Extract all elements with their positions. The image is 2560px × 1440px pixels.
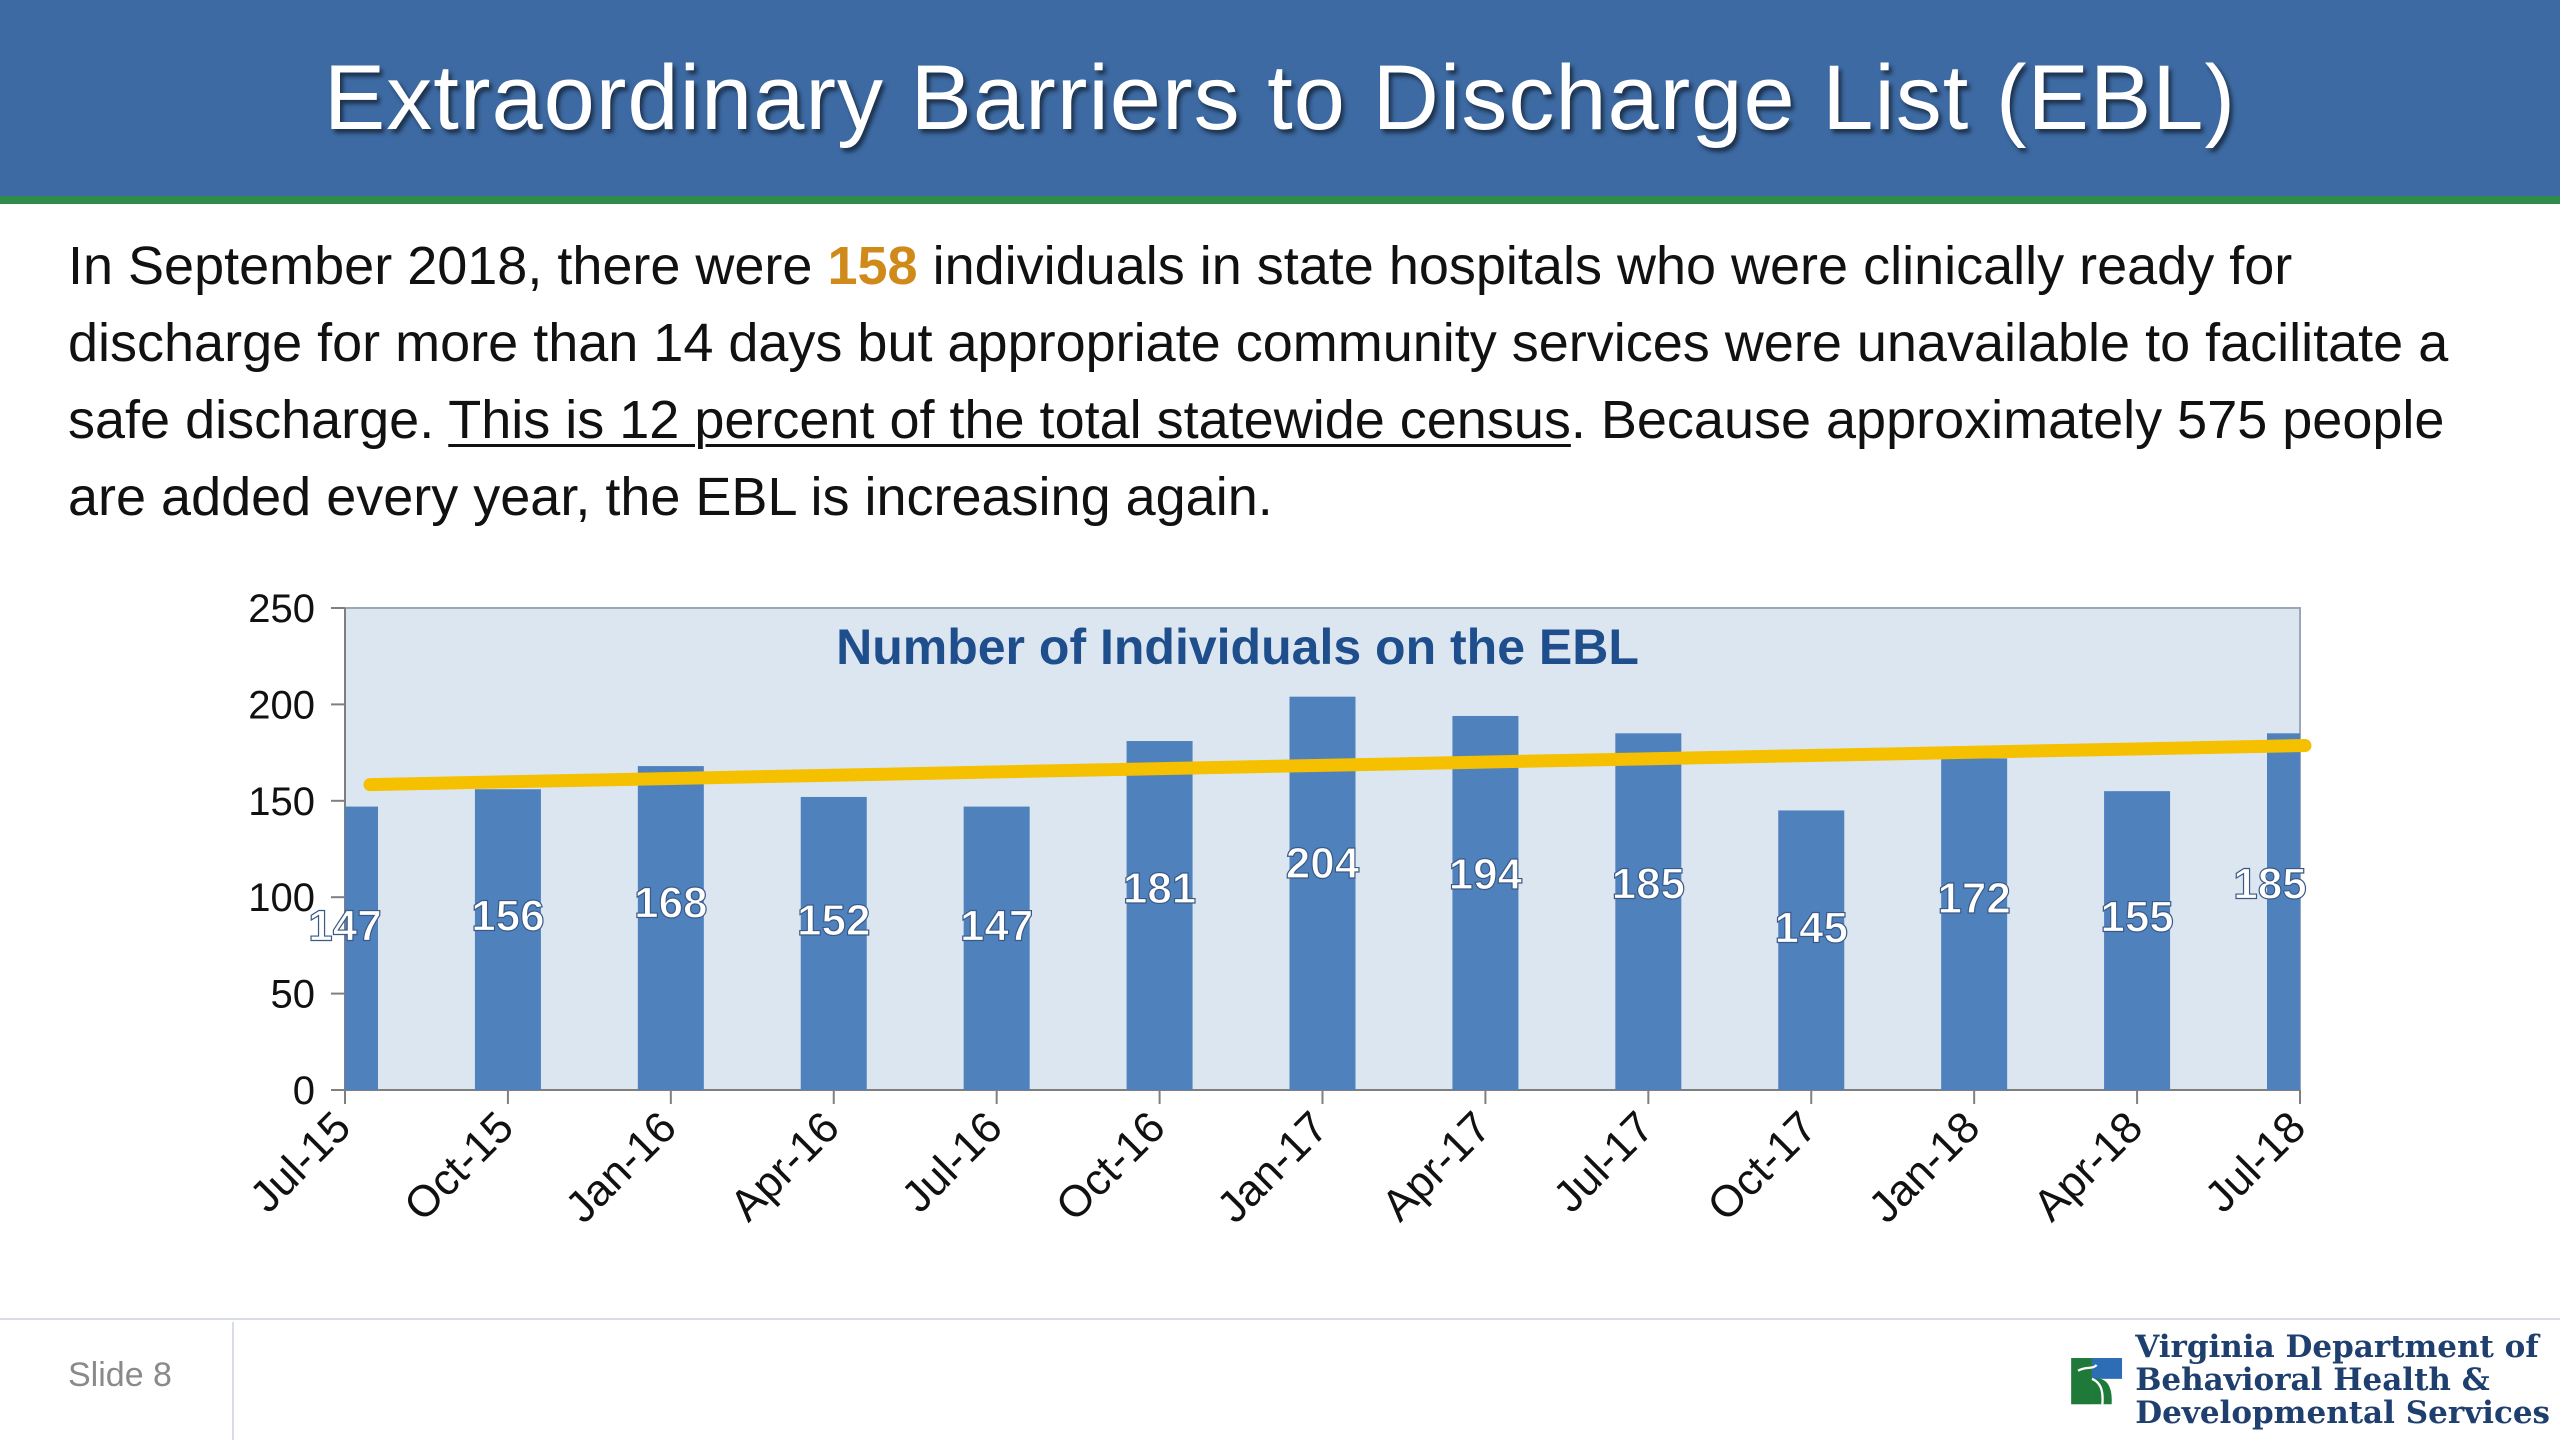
bar [1126, 741, 1193, 1090]
chart-title: Number of Individuals on the EBL [836, 619, 1639, 675]
title-bar: Extraordinary Barriers to Discharge List… [0, 0, 2560, 196]
data-label: 155 [2100, 893, 2173, 942]
footer-separator [232, 1322, 234, 1440]
summary-text-3: . Because approximately 575 people are a… [68, 390, 2445, 527]
x-tick-label: Apr-17 [1372, 1102, 1500, 1230]
trendline [363, 739, 2312, 792]
data-label: 185 [2233, 860, 2306, 909]
data-label: 185 [1612, 860, 1685, 909]
x-tick-label: Jul-15 [241, 1102, 360, 1221]
data-label: 156 [471, 892, 544, 941]
dbhds-logo-text: Virginia Department of Behavioral Health… [2135, 1328, 2550, 1431]
bar [2267, 733, 2300, 1090]
title-divider [0, 196, 2560, 204]
x-tick-label: Oct-17 [1698, 1102, 1826, 1230]
bar [800, 796, 867, 1090]
slide-title: Extraordinary Barriers to Discharge List… [323, 46, 2237, 149]
bar [1452, 715, 1519, 1090]
bar [1778, 810, 1845, 1090]
data-label: 204 [1286, 839, 1360, 888]
x-tick-label: Jul-18 [2196, 1102, 2315, 1221]
y-tick-label: 200 [248, 683, 315, 727]
bar [637, 766, 704, 1090]
x-tick-label: Oct-16 [1047, 1102, 1175, 1230]
summary-text-1: In September 2018, there were [68, 236, 828, 296]
data-label: 147 [308, 901, 381, 950]
y-tick-label: 100 [248, 876, 315, 920]
y-tick-label: 50 [271, 973, 316, 1017]
x-tick-label: Apr-16 [721, 1102, 849, 1230]
bar [963, 806, 1030, 1090]
data-label: 145 [1775, 904, 1848, 953]
x-tick-label: Jul-17 [1544, 1102, 1663, 1221]
x-tick-label: Apr-18 [2024, 1102, 2152, 1230]
chart-container: 0 50 100 150 200 250 Jul-15 Oct-15 Jan-16 Apr-16 J… [0, 560, 2560, 1320]
data-label: 152 [797, 896, 870, 945]
slide-number: Slide 8 [68, 1356, 172, 1394]
census-percent-statement: This is 12 percent of the total statewid… [448, 390, 1571, 450]
dbhds-logo: Virginia Department of Behavioral Health… [2070, 1325, 2550, 1435]
bar [2104, 791, 2171, 1090]
bar [345, 806, 378, 1090]
x-tick-label: Oct-15 [395, 1102, 523, 1230]
logo-line-3: Developmental Services [2135, 1394, 2550, 1431]
data-label: 172 [1937, 874, 2010, 923]
data-label: 194 [1449, 850, 1523, 899]
logo-line-2: Behavioral Health & [2135, 1361, 2490, 1398]
y-tick-label: 0 [293, 1069, 315, 1113]
y-tick-label: 250 [248, 587, 315, 631]
x-tick-label: Jan-18 [1859, 1102, 1989, 1232]
summary-paragraph: In September 2018, there were 158 indivi… [68, 228, 2508, 536]
data-label: 181 [1123, 864, 1196, 913]
x-tick-label: Jan-17 [1208, 1102, 1338, 1232]
data-label: 147 [960, 901, 1033, 950]
logo-line-1: Virginia Department of [2135, 1328, 2539, 1365]
bar [1615, 733, 1682, 1090]
ebl-bar-chart: 0 50 100 150 200 250 Jul-15 Oct-15 Jan-16 Apr-16 J… [241, 587, 2315, 1232]
data-label: 168 [634, 878, 707, 927]
footer-divider [0, 1318, 2560, 1320]
bar [1941, 758, 2008, 1090]
dbhds-logo-icon [2071, 1358, 2123, 1405]
x-tick-label: Jul-16 [892, 1102, 1011, 1221]
summary-text-2: individuals in state hospitals who were … [68, 236, 2449, 450]
y-tick-label: 150 [248, 780, 315, 824]
bar [1289, 696, 1356, 1090]
highlight-count: 158 [827, 236, 918, 296]
x-tick-label: Jan-16 [556, 1102, 686, 1232]
bar [474, 789, 541, 1090]
